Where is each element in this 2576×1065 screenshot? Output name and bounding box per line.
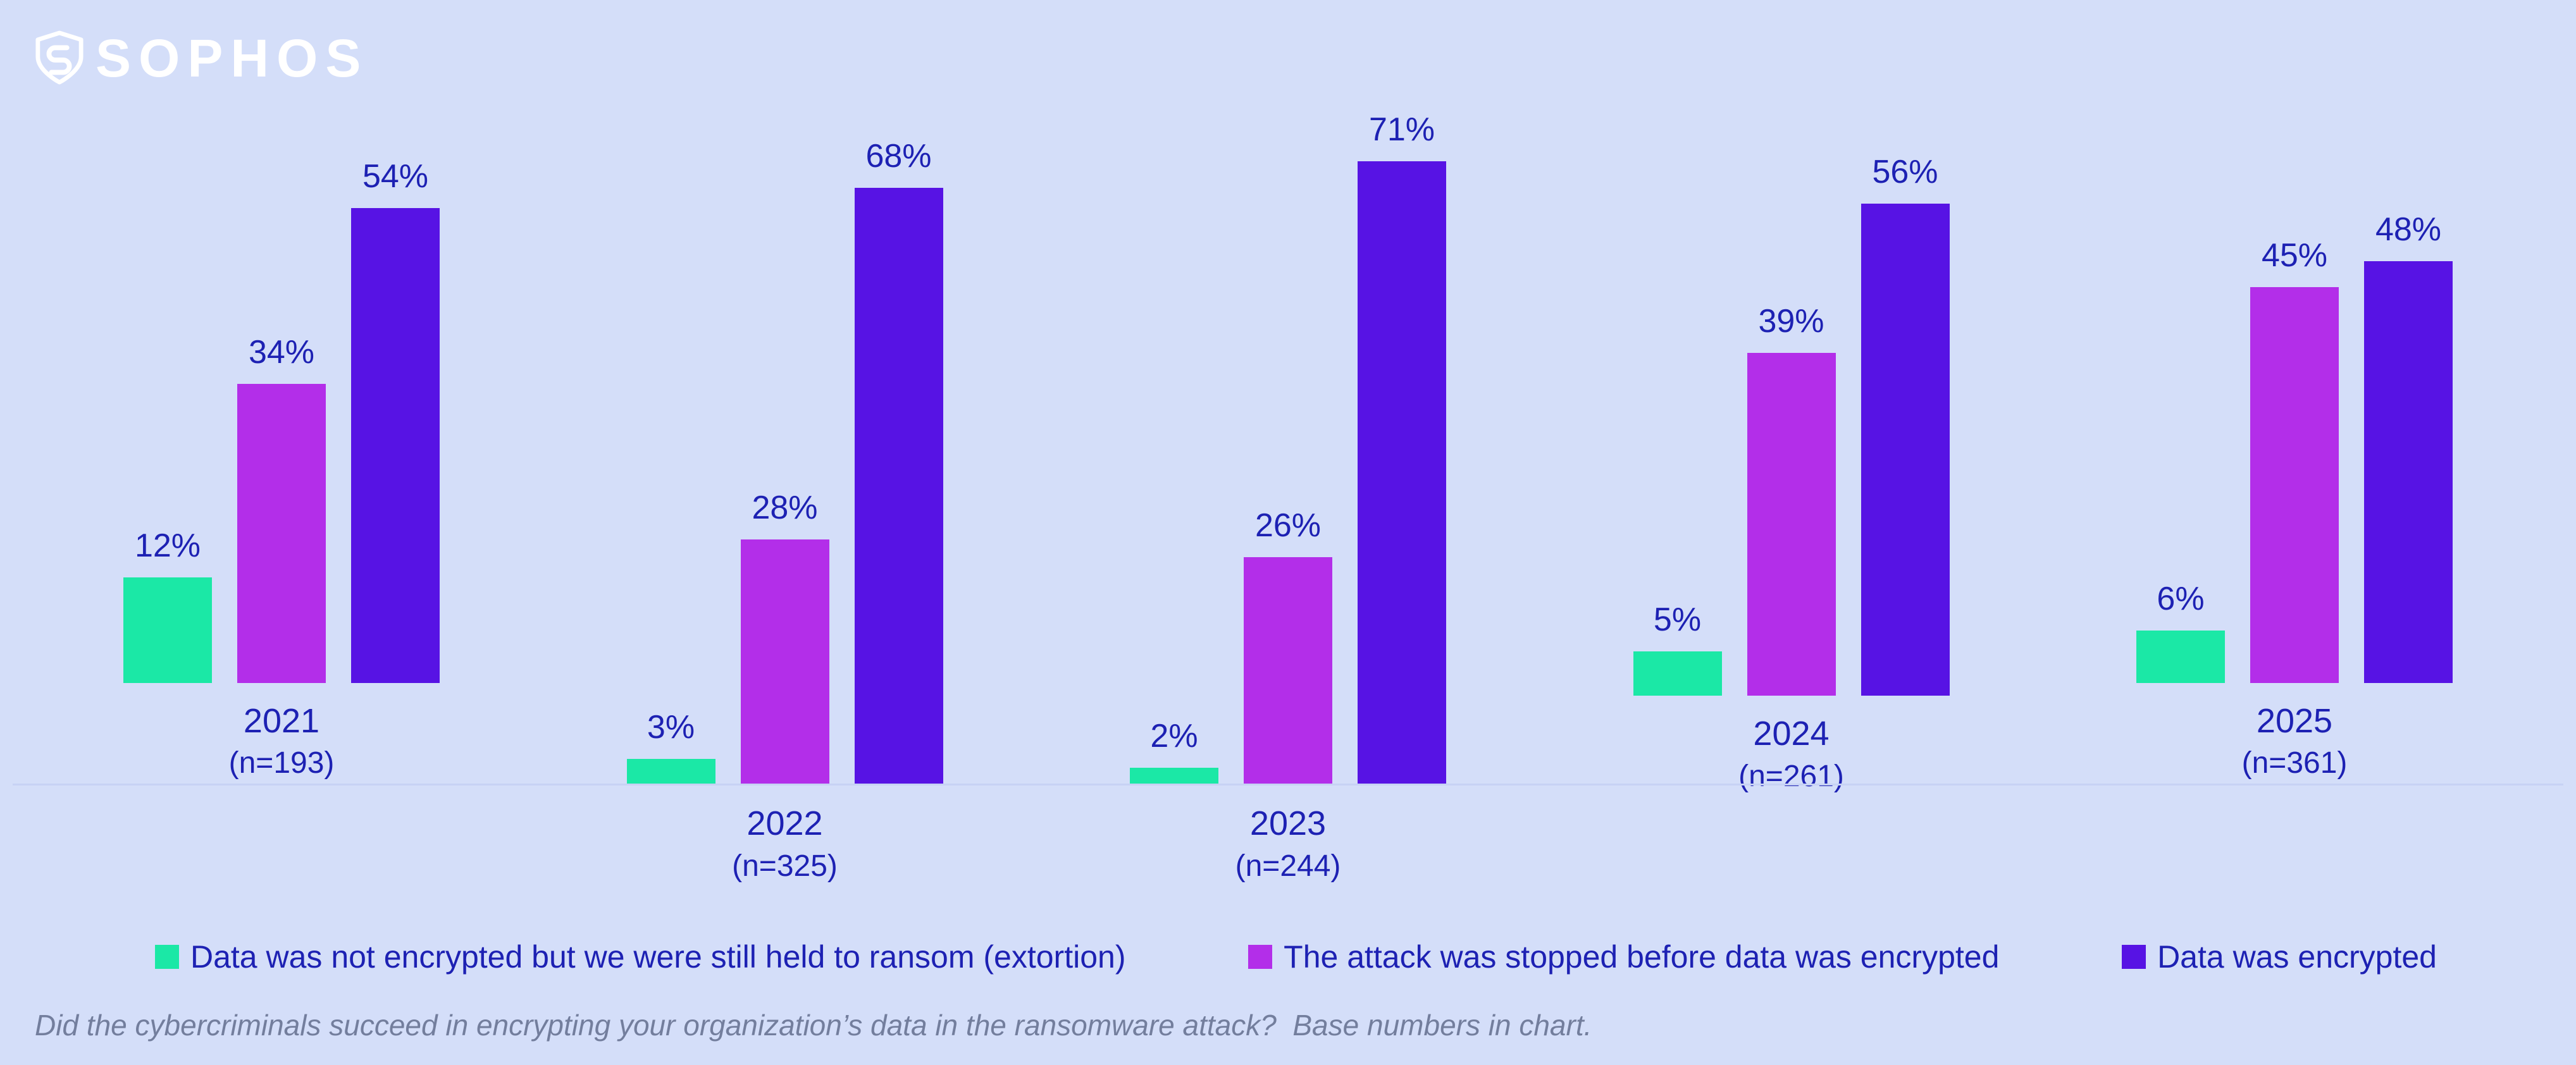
- legend-swatch: [2122, 945, 2146, 969]
- category-base-n: (n=244): [1235, 849, 1341, 883]
- bar: [740, 539, 829, 785]
- bar-group: 3% 28% 68% 2022 (n=325): [626, 138, 943, 883]
- category-year: 2023: [1249, 804, 1327, 842]
- category-year: 2025: [2256, 701, 2333, 740]
- bar: [2250, 286, 2339, 683]
- legend-item: Data was not encrypted but we were still…: [155, 939, 1125, 975]
- bar: [1861, 204, 1950, 696]
- bar-group: 5% 39% 56% 2024 (n=261): [1633, 153, 1950, 793]
- bar-cluster: 5% 39% 56%: [1633, 153, 1950, 696]
- category-year: 2021: [243, 701, 320, 740]
- bar-group: 2% 26% 71% 2023 (n=244): [1130, 111, 1446, 883]
- bar-value-label: 54%: [362, 157, 429, 195]
- bar: [123, 577, 212, 683]
- bar: [1633, 651, 1722, 696]
- bar: [2364, 261, 2453, 683]
- bar-value-label: 34%: [248, 333, 315, 371]
- category-label: 2025 (n=361): [2242, 701, 2348, 785]
- bar-value-label: 2%: [1150, 718, 1198, 754]
- bar-value-label: 48%: [2375, 211, 2442, 248]
- bar-with-label: 56%: [1861, 153, 1950, 696]
- bar-with-label: 26%: [1244, 507, 1332, 785]
- bar-cluster: 3% 28% 68%: [626, 138, 943, 785]
- bar: [237, 383, 326, 683]
- footnote: Did the cybercriminals succeed in encryp…: [35, 1009, 1592, 1042]
- sophos-logo: SOPHOS: [35, 30, 368, 86]
- bar-groups: 12% 34% 54% 2021 (n=193) 3% 28% 68% 2022 (n=325) 2…: [0, 111, 2576, 883]
- bar-with-label: 48%: [2364, 211, 2453, 683]
- bar: [1747, 353, 1836, 696]
- category-base-n: (n=193): [228, 746, 335, 780]
- bar-value-label: 39%: [1758, 303, 1824, 340]
- bar-with-label: 2%: [1130, 717, 1218, 785]
- bar-with-label: 45%: [2250, 237, 2339, 683]
- bar: [1130, 768, 1218, 785]
- bar-value-label: 56%: [1872, 154, 1938, 190]
- category-year: 2022: [746, 804, 823, 842]
- bar: [351, 207, 440, 683]
- legend: Data was not encrypted but we were still…: [155, 939, 2437, 975]
- bar-with-label: 68%: [854, 137, 943, 785]
- legend-swatch: [1248, 945, 1273, 969]
- bar-value-label: 45%: [2261, 237, 2328, 274]
- legend-item: The attack was stopped before data was e…: [1248, 939, 1999, 975]
- legend-swatch: [155, 945, 179, 969]
- x-axis-line: [13, 784, 2563, 785]
- category-base-n: (n=361): [2241, 746, 2348, 780]
- bar-chart: 12% 34% 54% 2021 (n=193) 3% 28% 68% 2022 (n=325) 2…: [0, 111, 2576, 883]
- bar: [1358, 161, 1446, 785]
- bar-group: 12% 34% 54% 2021 (n=193): [123, 153, 440, 785]
- bar-with-label: 12%: [123, 527, 212, 683]
- bar-with-label: 5%: [1633, 601, 1722, 696]
- sophos-wordmark: SOPHOS: [96, 28, 369, 88]
- bar-with-label: 28%: [740, 489, 829, 785]
- bar-group: 6% 45% 48% 2025 (n=361): [2136, 153, 2453, 785]
- bar-with-label: 34%: [237, 333, 326, 683]
- bar: [854, 188, 943, 785]
- category-label: 2023 (n=244): [1235, 803, 1341, 888]
- legend-item: Data was encrypted: [2122, 939, 2437, 975]
- bar-with-label: 6%: [2136, 580, 2225, 683]
- bar-cluster: 12% 34% 54%: [123, 153, 440, 683]
- category-label: 2022 (n=325): [732, 803, 838, 888]
- bar-value-label: 6%: [2157, 580, 2205, 617]
- legend-label: Data was not encrypted but we were still…: [190, 939, 1126, 975]
- legend-label: Data was encrypted: [2157, 939, 2437, 975]
- category-label: 2024 (n=261): [1738, 713, 1844, 798]
- sophos-shield-icon: [35, 30, 84, 85]
- category-base-n: (n=325): [732, 849, 838, 883]
- legend-label: The attack was stopped before data was e…: [1284, 939, 2000, 975]
- bar-cluster: 2% 26% 71%: [1130, 111, 1446, 785]
- bar-with-label: 54%: [351, 157, 440, 683]
- bar: [1244, 557, 1332, 785]
- bar-with-label: 71%: [1358, 111, 1446, 785]
- bar-value-label: 28%: [752, 489, 818, 526]
- category-base-n: (n=261): [1738, 759, 1844, 793]
- bar-value-label: 71%: [1368, 111, 1435, 148]
- bar-with-label: 39%: [1747, 302, 1836, 696]
- bar-value-label: 5%: [1653, 601, 1702, 638]
- bar-value-label: 3%: [647, 709, 695, 746]
- bar-value-label: 12%: [134, 527, 201, 564]
- category-year: 2024: [1753, 715, 1830, 753]
- bar: [626, 759, 715, 785]
- bar: [2136, 630, 2225, 683]
- bar-value-label: 68%: [865, 138, 932, 175]
- bar-cluster: 6% 45% 48%: [2136, 153, 2453, 683]
- bar-with-label: 3%: [626, 708, 715, 785]
- category-label: 2021 (n=193): [229, 701, 335, 785]
- bar-value-label: 26%: [1254, 507, 1322, 544]
